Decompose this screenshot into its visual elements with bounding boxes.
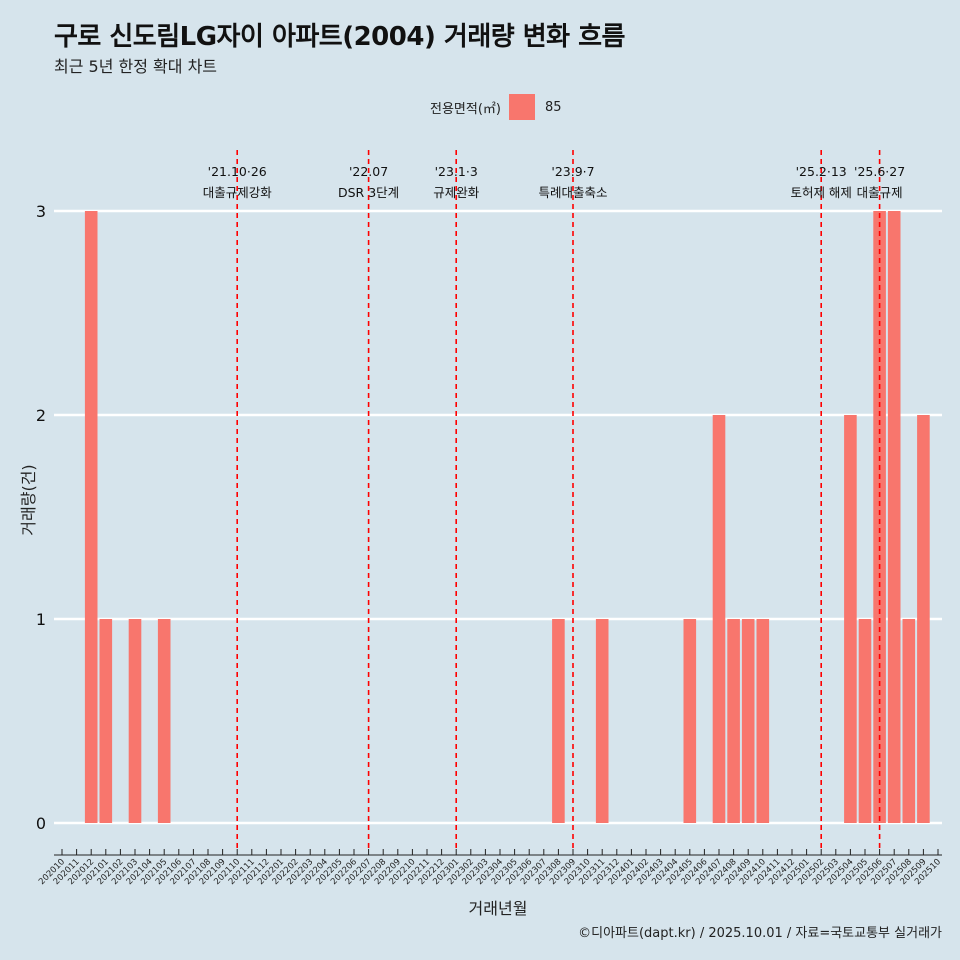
bar <box>712 415 726 823</box>
bar <box>917 415 930 823</box>
bar <box>595 619 609 823</box>
event-desc-label: 대출규제강화 <box>203 185 273 200</box>
event-lines: '21.10·26 대출규제강화 '22.07 DSR 3단계 '23.1·3 규제완화 '… <box>203 150 905 852</box>
legend-item-label: 85 <box>544 99 562 115</box>
event-desc-label: DSR 3단계 <box>338 185 399 200</box>
bar <box>84 211 98 823</box>
bar <box>552 619 565 823</box>
y-tick-label: 3 <box>36 202 46 221</box>
bars <box>84 211 930 823</box>
bar <box>756 619 770 823</box>
legend-swatch <box>508 94 535 120</box>
event-date-label: '25.2·13 <box>796 164 847 179</box>
source-caption: ©디아파트(dapt.kr) / 2025.10.01 / 자료=국토교통부 실… <box>578 926 942 941</box>
bar <box>887 211 901 823</box>
bar <box>873 211 886 823</box>
chart-subtitle: 최근 5년 한정 확대 차트 <box>54 57 218 76</box>
grid-lines <box>54 209 942 825</box>
event-date-label: '22.07 <box>349 164 388 179</box>
event-desc-label: 규제완화 <box>433 185 480 200</box>
y-tick-label: 2 <box>36 406 46 425</box>
bar <box>741 619 755 823</box>
event-date-label: '23.1·3 <box>435 164 478 179</box>
bar <box>858 619 872 823</box>
event-date-label: '23.9·7 <box>551 164 594 179</box>
event-desc-label: 특례대출축소 <box>538 185 607 200</box>
event-date-label: '25.6·27 <box>854 164 905 179</box>
y-tick-label: 0 <box>36 814 46 833</box>
x-axis: 2020102020112020122021012021022021032021… <box>37 849 943 887</box>
chart-title: 구로 신도림LG자이 아파트(2004) 거래량 변화 흐름 <box>54 22 625 52</box>
bar <box>902 619 916 823</box>
y-axis: 0 1 2 3 <box>36 202 46 833</box>
legend: 전용면적(㎡) 85 <box>430 92 562 122</box>
legend-title: 전용면적(㎡) <box>430 101 501 117</box>
y-axis-label: 거래량(건) <box>19 464 38 535</box>
bar <box>128 619 142 823</box>
event-date-label: '21.10·26 <box>208 164 267 179</box>
event-desc-label: 토허제 해제 <box>790 185 851 200</box>
event-desc-label: 대출규제 <box>857 185 903 200</box>
bar <box>157 619 171 823</box>
y-tick-label: 1 <box>36 610 46 629</box>
bar <box>844 415 857 823</box>
bar <box>727 619 740 823</box>
bar <box>683 619 697 823</box>
bar <box>99 619 113 823</box>
x-axis-label: 거래년월 <box>469 899 528 918</box>
